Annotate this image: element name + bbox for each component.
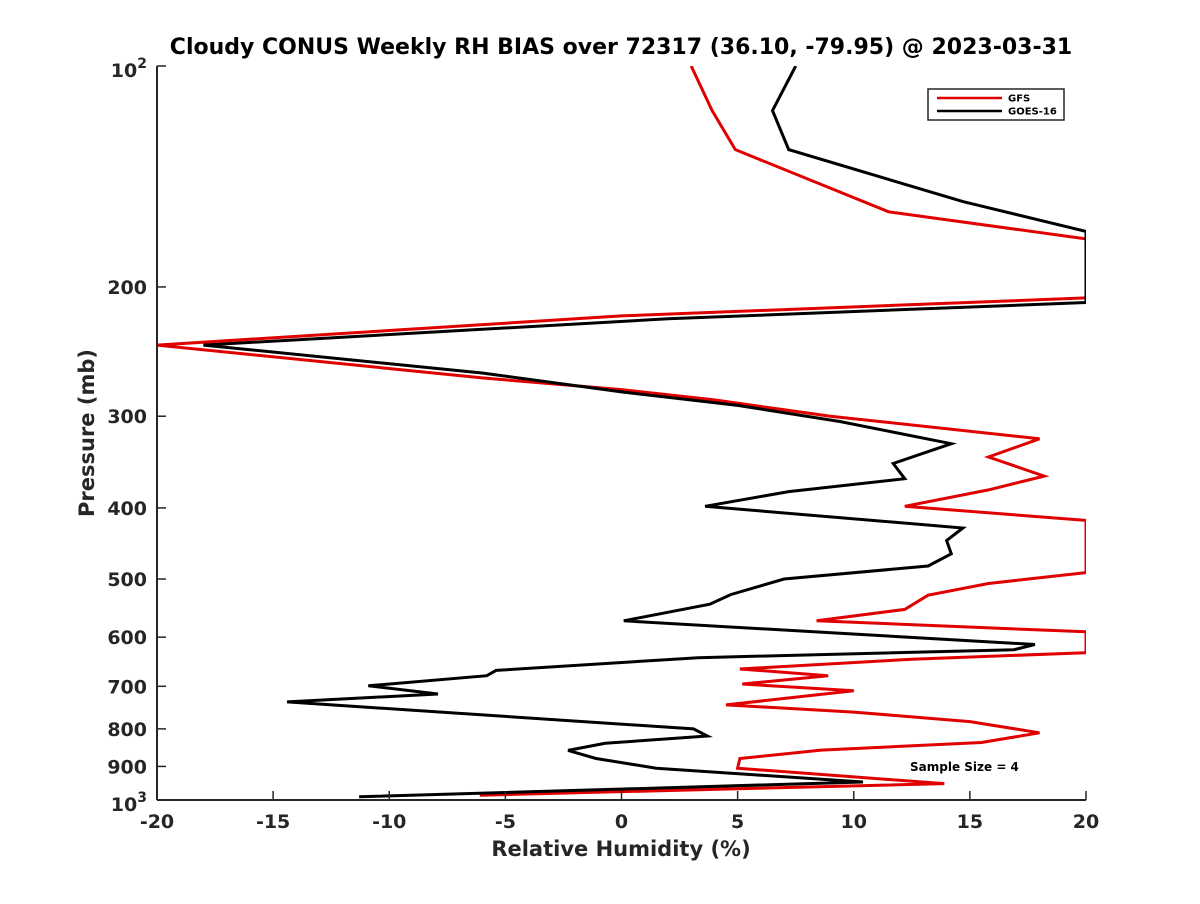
plot-area [157, 66, 1086, 799]
legend-label-goes16: GOES-16 [1008, 107, 1057, 118]
x-tick-label: 20 [1073, 811, 1099, 833]
series-line-gfs [157, 66, 1086, 797]
y-tick-label: 400 [107, 498, 147, 520]
y-tick-label: 700 [107, 676, 147, 698]
y-axis-label: Pressure (mb) [75, 349, 99, 517]
x-tick-label: -15 [256, 811, 290, 833]
x-tick-label: -5 [495, 811, 516, 833]
axes [156, 66, 1086, 801]
x-ticks: -20 -15 -10 -5 0 5 10 15 20 [140, 791, 1099, 833]
y-tick-label: 300 [107, 406, 147, 428]
y-tick-label: 200 [107, 277, 147, 299]
chart-title: Cloudy CONUS Weekly RH BIAS over 72317 (… [170, 35, 1072, 60]
legend-box [927, 88, 1065, 121]
y-tick-label: 103 [111, 790, 147, 816]
y-tick-label: 500 [107, 569, 147, 591]
x-tick-label: -20 [140, 811, 174, 833]
legend: GFS GOES-16 [927, 88, 1065, 121]
y-tick-label: 102 [111, 56, 147, 82]
y-tick-label: 800 [107, 719, 147, 741]
sample-size-annotation: Sample Size = 4 [910, 760, 1019, 774]
x-tick-label: 10 [841, 811, 867, 833]
y-tick-label: 900 [107, 756, 147, 778]
y-tick-label: 600 [107, 627, 147, 649]
x-tick-label: 5 [731, 811, 744, 833]
x-tick-label: 15 [957, 811, 983, 833]
x-tick-label: -10 [372, 811, 406, 833]
legend-label-gfs: GFS [1008, 94, 1030, 105]
series-line-goes16 [203, 66, 1086, 799]
y-ticks: 102 200 300 400 500 600 700 800 900 103 [107, 56, 166, 816]
x-axis-label: Relative Humidity (%) [491, 837, 750, 861]
x-tick-label: 0 [615, 811, 628, 833]
